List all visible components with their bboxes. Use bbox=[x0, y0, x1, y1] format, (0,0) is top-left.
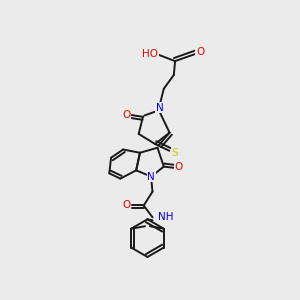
Text: HO: HO bbox=[142, 49, 158, 58]
Text: O: O bbox=[175, 162, 183, 172]
Text: O: O bbox=[122, 110, 130, 120]
Text: O: O bbox=[196, 47, 204, 57]
Text: N: N bbox=[147, 172, 155, 182]
Text: O: O bbox=[122, 200, 130, 211]
Text: N: N bbox=[156, 103, 164, 112]
Text: S: S bbox=[172, 148, 178, 158]
Text: NH: NH bbox=[158, 212, 173, 222]
